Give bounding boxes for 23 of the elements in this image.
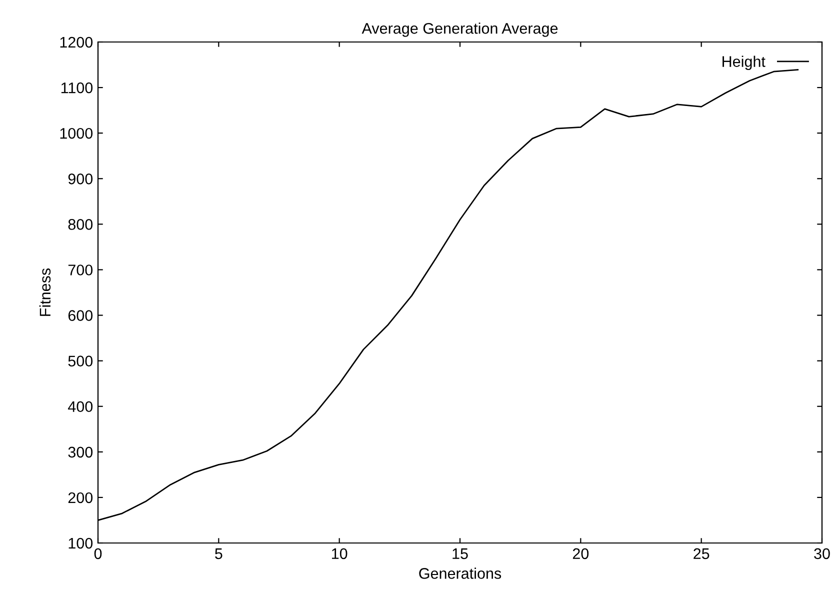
y-tick-label: 1200 xyxy=(60,36,93,48)
y-axis-title: Fitness xyxy=(39,268,51,316)
legend-label: Height xyxy=(722,56,766,70)
y-tick-label: 700 xyxy=(68,264,93,276)
x-tick-label: 25 xyxy=(694,548,710,560)
x-tick-label: 20 xyxy=(572,548,589,560)
y-tick-label: 500 xyxy=(68,356,93,367)
y-tick-label: 800 xyxy=(68,219,93,230)
x-tick-label: 15 xyxy=(452,548,468,560)
x-tick-label: 0 xyxy=(94,548,102,560)
y-tick-label: 600 xyxy=(68,310,93,321)
x-tick-label: 30 xyxy=(814,548,830,560)
y-tick-label: 1000 xyxy=(60,128,93,139)
y-tick-label: 900 xyxy=(68,174,93,184)
y-tick-label: 300 xyxy=(68,446,93,458)
x-tick-label: 5 xyxy=(215,548,222,560)
x-tick-label: 10 xyxy=(332,548,348,560)
y-tick-label: 200 xyxy=(68,492,93,504)
y-tick-label: 100 xyxy=(68,538,93,549)
y-tick-label: 1100 xyxy=(61,82,93,94)
x-axis-title: Generations xyxy=(419,568,502,579)
chart-title: Average Generation Average xyxy=(362,22,558,37)
y-tick-label: 400 xyxy=(68,401,93,412)
